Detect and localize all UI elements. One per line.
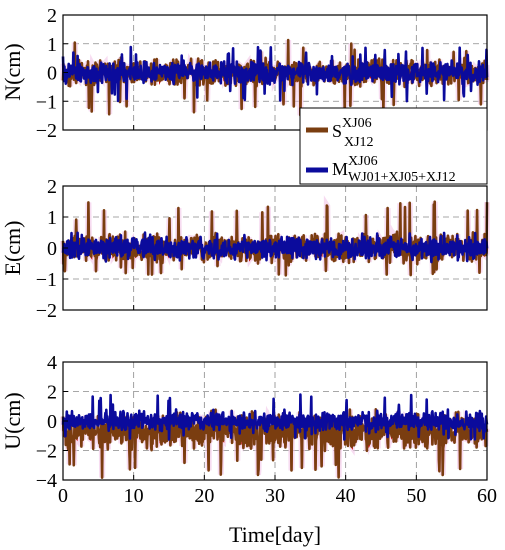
- legend: SXJ06 XJ12 MXJ06 WJ01+XJ05+XJ12: [299, 107, 488, 185]
- legend-label-m: MXJ06 WJ01+XJ05+XJ12: [332, 154, 456, 185]
- north-series-m: [61, 45, 489, 103]
- up-xtick-label-3: 30: [265, 485, 285, 507]
- east-frame: [62, 185, 488, 311]
- legend-label-m-sup: XJ06: [348, 154, 378, 169]
- north-ytick-label-0: −2: [36, 120, 57, 142]
- up-xtick-label-6: 60: [477, 485, 497, 507]
- east-ytick-label-2: 0: [47, 238, 57, 260]
- legend-label-s-sup: XJ06: [342, 116, 372, 131]
- panel-east: −2 −1 0 1 2 E(cm): [0, 176, 490, 322]
- north-ytick-label-3: 1: [47, 34, 57, 56]
- up-xtick-label-2: 20: [194, 485, 214, 507]
- legend-label-m-sub: WJ01+XJ05+XJ12: [348, 170, 456, 185]
- legend-label-s-main: S: [332, 121, 342, 141]
- east-ytick-label-0: −2: [36, 300, 57, 322]
- legend-label-m-main: M: [332, 159, 348, 179]
- up-xtick-label-4: 40: [336, 485, 356, 507]
- north-frame: [62, 14, 488, 131]
- up-series-m: [61, 393, 489, 441]
- east-series-m: [61, 231, 489, 264]
- legend-box: [299, 107, 488, 185]
- east-series: [60, 195, 490, 277]
- up-frame: [62, 361, 488, 481]
- north-ytick-label-2: 0: [47, 63, 57, 85]
- up-ytick-label-0: −4: [36, 470, 57, 492]
- north-ytick-label-1: −1: [36, 91, 57, 113]
- east-ytick-label-4: 2: [47, 176, 57, 198]
- east-ticks: −2 −1 0 1 2: [36, 176, 488, 322]
- north-ytick-label-4: 2: [47, 5, 57, 27]
- up-ytick-label-3: 2: [47, 382, 57, 404]
- up-series: [60, 393, 490, 479]
- legend-label-s-sub: XJ12: [344, 135, 374, 150]
- up-ylabel: U(cm): [0, 392, 25, 449]
- up-xtick-label-0: 0: [58, 485, 68, 507]
- up-xtick-label-5: 50: [406, 485, 426, 507]
- east-ytick-label-1: −1: [36, 269, 57, 291]
- up-ytick-label-2: 0: [47, 411, 57, 433]
- up-ytick-label-4: 4: [47, 352, 57, 374]
- legend-label-s: SXJ06 XJ12: [332, 116, 374, 150]
- east-ytick-label-3: 1: [47, 207, 57, 229]
- up-ytick-label-1: −2: [36, 441, 57, 463]
- north-ylabel: N(cm): [0, 43, 25, 100]
- up-xlabel: Time[day]: [229, 522, 321, 547]
- north-series: [60, 38, 490, 117]
- up-xtick-label-1: 10: [124, 485, 144, 507]
- east-ylabel: E(cm): [0, 221, 25, 276]
